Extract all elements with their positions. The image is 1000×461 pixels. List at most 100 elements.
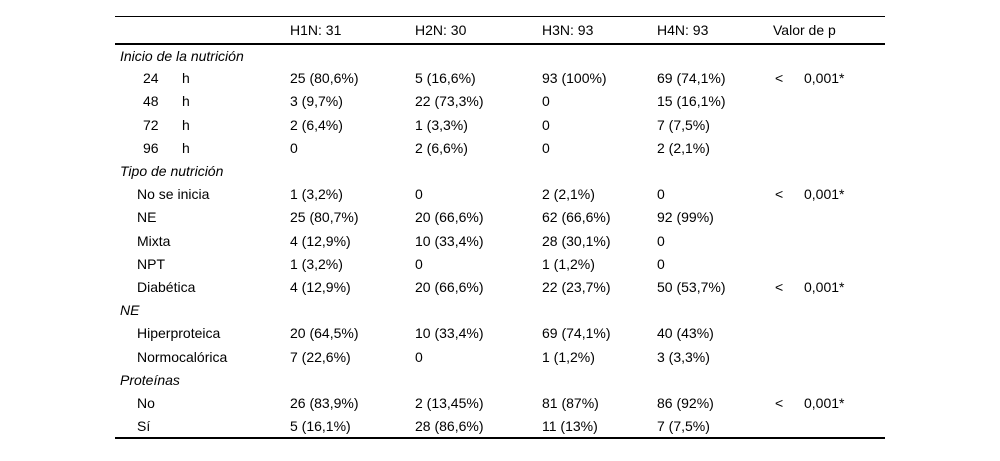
value-cell: 62 (66,6%) — [542, 209, 611, 226]
table-row: Mixta 4 (12,9%) 10 (33,4%) 28 (30,1%) 0 — [115, 229, 885, 252]
table-row: Diabética 4 (12,9%) 20 (66,6%) 22 (23,7%) 50… — [115, 275, 885, 298]
value-cell: 1 (3,2%) — [290, 186, 343, 203]
less-than-sign: < — [775, 394, 784, 411]
row-label: 24 h — [115, 67, 290, 90]
p-value: 0,001* — [804, 394, 845, 411]
value-cell: 0 — [415, 348, 423, 365]
p-value-cell — [773, 229, 885, 252]
value-cell: 0 — [657, 232, 665, 249]
p-value-cell — [773, 322, 885, 345]
value-cell: 28 (86,6%) — [415, 417, 484, 434]
value-cell: 0 — [657, 186, 665, 203]
table-row: NPT 1 (3,2%) 0 1 (1,2%) 0 — [115, 252, 885, 275]
value-cell: 0 — [290, 139, 298, 156]
p-value-cell: <0,001* — [773, 67, 885, 90]
column-header-h3n: H3N: 93 — [542, 21, 594, 38]
hour-number: 24 — [143, 70, 159, 87]
value-cell: 4 (12,9%) — [290, 232, 351, 249]
value-cell: 25 (80,6%) — [290, 70, 359, 87]
value-cell: 7 (7,5%) — [657, 116, 710, 133]
row-label: Normocalórica — [137, 348, 228, 365]
value-cell: 1 (3,2%) — [290, 255, 343, 272]
p-value-cell: <0,001* — [773, 275, 885, 298]
row-label: 48 h — [115, 90, 290, 113]
value-cell: 20 (66,6%) — [415, 209, 484, 226]
row-label: No se inicia — [137, 186, 210, 203]
value-cell: 3 (9,7%) — [290, 93, 343, 110]
table-row: 96 h 0 2 (6,6%) 0 2 (2,1%) — [115, 136, 885, 159]
p-value-cell — [773, 252, 885, 275]
p-value-cell — [773, 206, 885, 229]
value-cell: 81 (87%) — [542, 394, 599, 411]
value-cell: 2 (13,45%) — [415, 394, 484, 411]
value-cell: 5 (16,1%) — [290, 417, 351, 434]
row-label: Mixta — [137, 232, 171, 249]
hour-number: 96 — [143, 139, 159, 156]
less-than-sign: < — [775, 278, 784, 295]
hour-number: 48 — [143, 93, 159, 110]
table-body: Inicio de la nutrición 24 h 25 (80,6%) 5 (16… — [115, 44, 885, 438]
table-row: No se inicia 1 (3,2%) 0 2 (2,1%) 0 <0,001* — [115, 183, 885, 206]
hour-unit: h — [182, 116, 190, 133]
hour-unit: h — [182, 93, 190, 110]
value-cell: 86 (92%) — [657, 394, 714, 411]
value-cell: 93 (100%) — [542, 70, 607, 87]
value-cell: 0 — [657, 255, 665, 272]
value-cell: 1 (3,3%) — [415, 116, 468, 133]
column-header-h4n: H4N: 93 — [657, 21, 709, 38]
value-cell: 26 (83,9%) — [290, 394, 359, 411]
p-value: 0,001* — [804, 186, 845, 203]
column-header-h1n: H1N: 31 — [290, 21, 342, 38]
value-cell: 2 (6,6%) — [415, 139, 468, 156]
value-cell: 0 — [415, 255, 423, 272]
row-label: Hiperproteica — [137, 325, 221, 342]
value-cell: 7 (7,5%) — [657, 417, 710, 434]
value-cell: 69 (74,1%) — [542, 325, 611, 342]
value-cell: 1 (1,2%) — [542, 255, 595, 272]
row-label: Diabética — [137, 278, 196, 295]
value-cell: 20 (64,5%) — [290, 325, 359, 342]
table-header: H1N: 31 H2N: 30 H3N: 93 H4N: 93 Valor de… — [115, 17, 885, 44]
header-row: H1N: 31 H2N: 30 H3N: 93 H4N: 93 Valor de… — [115, 17, 885, 44]
value-cell: 0 — [415, 186, 423, 203]
value-cell: 2 (6,4%) — [290, 116, 343, 133]
value-cell: 11 (13%) — [542, 417, 598, 434]
table-row: 48 h 3 (9,7%) 22 (73,3%) 0 15 (16,1%) — [115, 90, 885, 113]
value-cell: 22 (23,7%) — [542, 278, 611, 295]
p-value: 0,001* — [804, 278, 845, 295]
value-cell: 28 (30,1%) — [542, 232, 611, 249]
value-cell: 7 (22,6%) — [290, 348, 351, 365]
value-cell: 10 (33,4%) — [415, 325, 484, 342]
section-header-row: Tipo de nutrición — [115, 159, 885, 182]
hour-unit: h — [182, 139, 190, 156]
value-cell: 0 — [542, 93, 550, 110]
value-cell: 5 (16,6%) — [415, 70, 476, 87]
hour-unit: h — [182, 70, 190, 87]
value-cell: 25 (80,7%) — [290, 209, 359, 226]
row-label: NPT — [137, 255, 165, 272]
table-row: 24 h 25 (80,6%) 5 (16,6%) 93 (100%) 69 (74,1%… — [115, 67, 885, 90]
section-header-row: NE — [115, 299, 885, 322]
table-row: Hiperproteica 20 (64,5%) 10 (33,4%) 69 (74,… — [115, 322, 885, 345]
column-header-p-value: Valor de p — [773, 21, 836, 38]
row-label: NE — [137, 209, 157, 226]
table-row: NE 25 (80,7%) 20 (66,6%) 62 (66,6%) 92 (99%) — [115, 206, 885, 229]
p-value-cell — [773, 90, 885, 113]
value-cell: 0 — [542, 139, 550, 156]
row-label: No — [137, 394, 155, 411]
value-cell: 10 (33,4%) — [415, 232, 484, 249]
value-cell: 0 — [542, 116, 550, 133]
value-cell: 2 (2,1%) — [657, 139, 710, 156]
row-label: 72 h — [115, 113, 290, 136]
value-cell: 15 (16,1%) — [657, 93, 726, 110]
section-header-label: Tipo de nutrición — [120, 163, 224, 180]
p-value: 0,001* — [804, 70, 845, 87]
row-label: 96 h — [115, 136, 290, 159]
p-value-cell: <0,001* — [773, 183, 885, 206]
less-than-sign: < — [775, 186, 784, 203]
section-header-label: Proteínas — [120, 371, 180, 388]
section-header-row: Proteínas — [115, 368, 885, 391]
value-cell: 20 (66,6%) — [415, 278, 484, 295]
column-header-h2n: H2N: 30 — [415, 21, 467, 38]
